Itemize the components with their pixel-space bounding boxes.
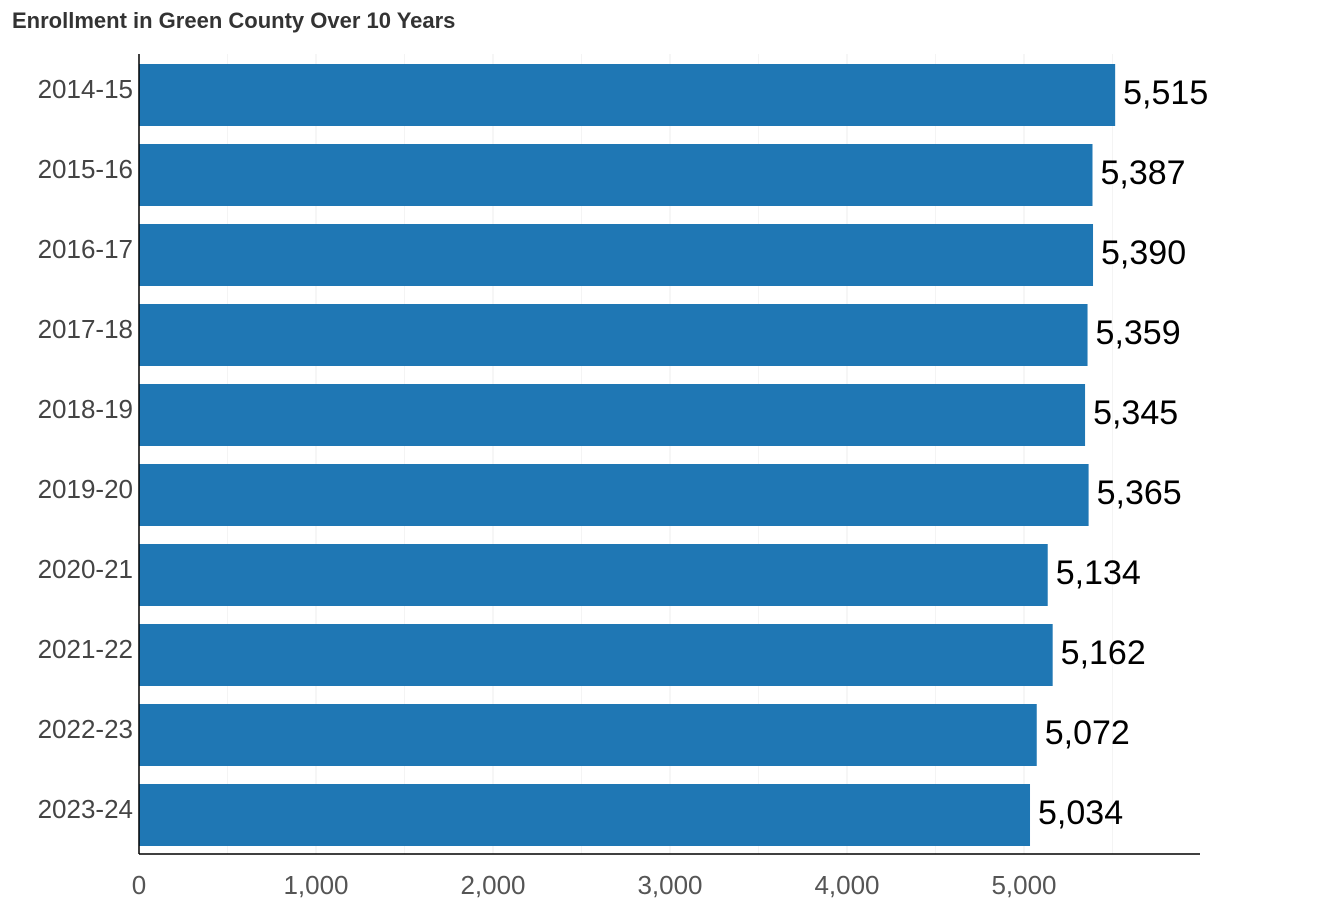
value-label: 5,387 <box>1100 154 1185 192</box>
category-label: 2015-16 <box>38 154 133 184</box>
category-label: 2022-23 <box>38 714 133 744</box>
category-label: 2020-21 <box>38 554 133 584</box>
value-label: 5,134 <box>1056 554 1141 592</box>
bar-2014-15 <box>139 64 1116 126</box>
x-tick-label: 3,000 <box>637 870 702 900</box>
category-label: 2019-20 <box>38 474 133 504</box>
bar-2022-23 <box>139 704 1037 766</box>
category-label: 2014-15 <box>38 74 133 104</box>
category-label: 2018-19 <box>38 394 133 424</box>
value-label: 5,365 <box>1097 474 1182 512</box>
value-label: 5,515 <box>1123 74 1208 112</box>
x-tick-label: 1,000 <box>283 870 348 900</box>
bar-2017-18 <box>139 304 1088 366</box>
bar-2015-16 <box>139 144 1093 206</box>
value-label: 5,345 <box>1093 394 1178 432</box>
category-label: 2017-18 <box>38 314 133 344</box>
x-tick-label: 0 <box>132 870 146 900</box>
x-tick-label: 2,000 <box>460 870 525 900</box>
value-label: 5,359 <box>1096 314 1181 352</box>
bar-2016-17 <box>139 224 1094 286</box>
x-tick-label: 5,000 <box>991 870 1056 900</box>
category-label: 2023-24 <box>38 794 133 824</box>
value-label: 5,034 <box>1038 794 1123 832</box>
value-label: 5,390 <box>1101 234 1186 272</box>
bar-2018-19 <box>139 384 1086 446</box>
bar-2023-24 <box>139 784 1031 846</box>
value-label: 5,072 <box>1045 714 1130 752</box>
x-tick-label: 4,000 <box>814 870 879 900</box>
bar-2020-21 <box>139 544 1048 606</box>
value-label: 5,162 <box>1061 634 1146 672</box>
category-label: 2016-17 <box>38 234 133 264</box>
bar-2019-20 <box>139 464 1089 526</box>
category-label: 2021-22 <box>38 634 133 664</box>
bar-2021-22 <box>139 624 1053 686</box>
chart-title: Enrollment in Green County Over 10 Years <box>12 8 456 33</box>
